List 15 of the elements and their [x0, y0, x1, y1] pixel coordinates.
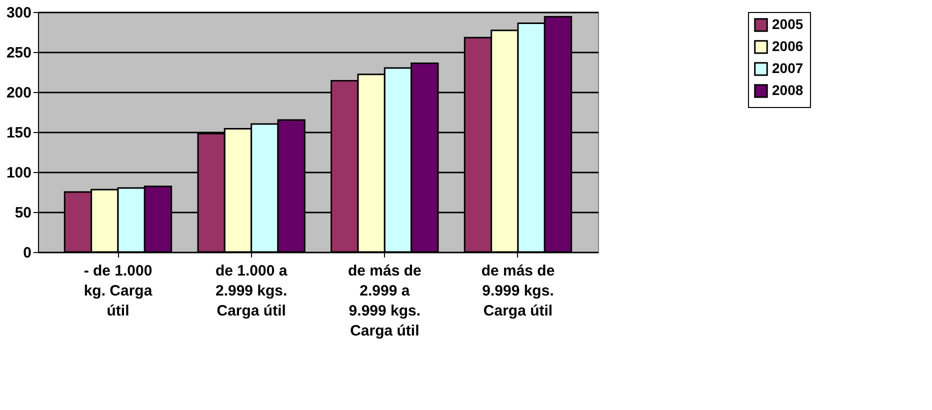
y-tick-label: 300 — [6, 4, 32, 22]
x-tick-label: - de 1.000 kg. Carga útil — [84, 262, 153, 320]
legend-label: 2008 — [772, 82, 804, 98]
legend-label: 2006 — [772, 38, 804, 54]
x-tick-label: de más de 9.999 kgs. Carga útil — [481, 262, 555, 320]
y-tick-label: 250 — [6, 44, 32, 62]
y-tick-label: 150 — [6, 124, 32, 142]
x-tick-label: de más de 2.999 a 9.999 kgs. Carga útil — [348, 262, 422, 340]
y-tick-label: 0 — [23, 244, 32, 262]
y-tick-label: 100 — [6, 164, 32, 182]
legend-label: 2007 — [772, 60, 804, 76]
x-tick-label: de 1.000 a 2.999 kgs. Carga útil — [215, 262, 288, 320]
y-tick-label: 50 — [14, 204, 32, 222]
y-tick-label: 200 — [6, 84, 32, 102]
legend-label: 2005 — [772, 16, 804, 32]
